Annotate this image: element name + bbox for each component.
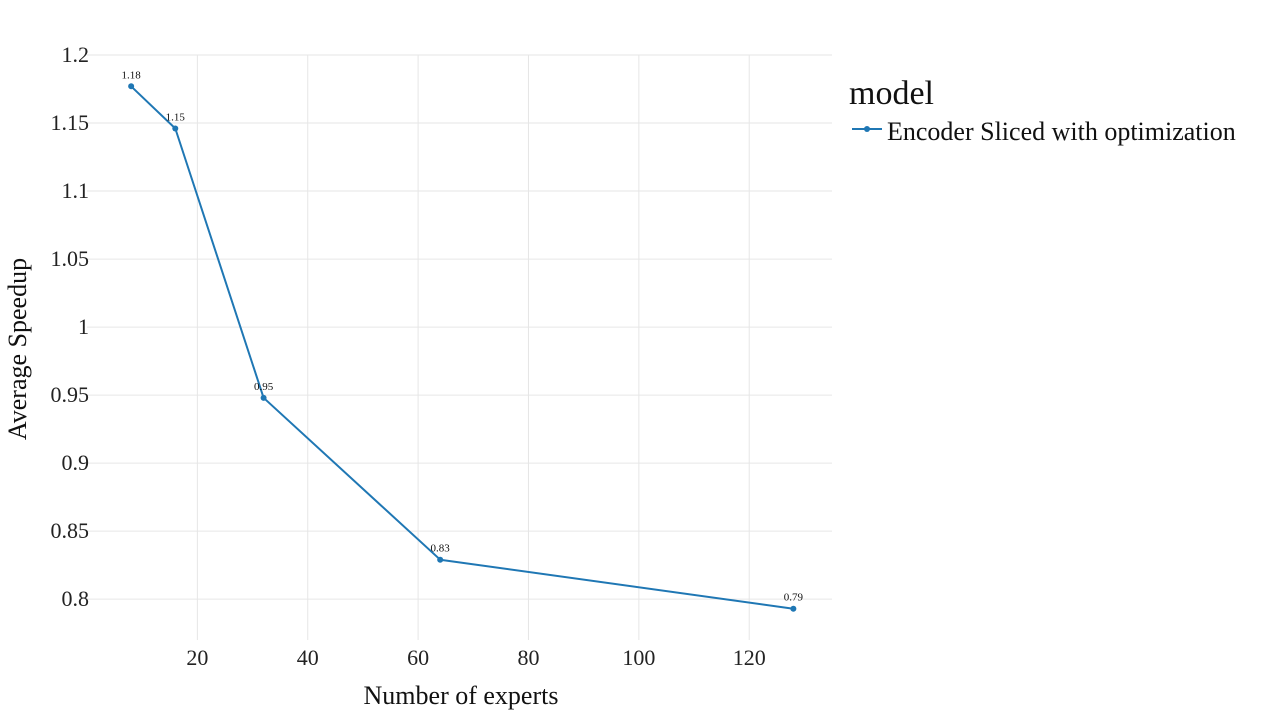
series-layer — [128, 83, 797, 612]
y-tick-label: 0.85 — [51, 518, 90, 543]
legend: model Encoder Sliced with optimization — [849, 75, 1236, 146]
y-tick-label: 1.2 — [62, 42, 90, 67]
data-labels: 1.18 1.15 0.95 0.83 0.79 — [122, 69, 804, 603]
x-tick-label: 120 — [733, 645, 766, 670]
data-label: 1.15 — [166, 111, 186, 123]
x-tick-label: 100 — [622, 645, 655, 670]
x-tick-label: 60 — [407, 645, 429, 670]
data-point — [128, 83, 135, 90]
y-tick-label: 1.1 — [62, 178, 90, 203]
y-tick-label: 0.9 — [62, 450, 90, 475]
data-label: 0.83 — [431, 543, 451, 555]
data-point — [172, 125, 179, 132]
y-tick-label: 1 — [78, 314, 89, 339]
data-label: 0.95 — [254, 381, 274, 393]
legend-swatch-marker — [864, 126, 870, 132]
data-point — [260, 394, 267, 401]
grid — [87, 54, 832, 640]
y-tick-label: 0.95 — [51, 382, 90, 407]
x-tick-label: 80 — [517, 645, 539, 670]
x-tick-label: 40 — [297, 645, 319, 670]
series-line — [130, 85, 794, 610]
data-label: 0.79 — [784, 592, 804, 604]
x-tick-label: 20 — [186, 645, 208, 670]
y-tick-label: 1.15 — [51, 110, 90, 135]
data-point — [790, 605, 797, 612]
x-axis-ticks: 20 40 60 80 100 120 — [186, 645, 765, 670]
legend-title: model — [849, 75, 934, 112]
y-axis-ticks: 0.8 0.85 0.9 0.95 1 1.05 1.1 1.15 1.2 — [51, 42, 90, 611]
y-tick-label: 1.05 — [51, 246, 90, 271]
y-axis-title: Average Speedup — [3, 258, 32, 440]
data-label: 1.18 — [122, 69, 142, 81]
legend-series-label: Encoder Sliced with optimization — [887, 117, 1236, 146]
x-axis-title: Number of experts — [364, 681, 559, 710]
data-point — [437, 556, 444, 563]
y-tick-label: 0.8 — [62, 586, 90, 611]
